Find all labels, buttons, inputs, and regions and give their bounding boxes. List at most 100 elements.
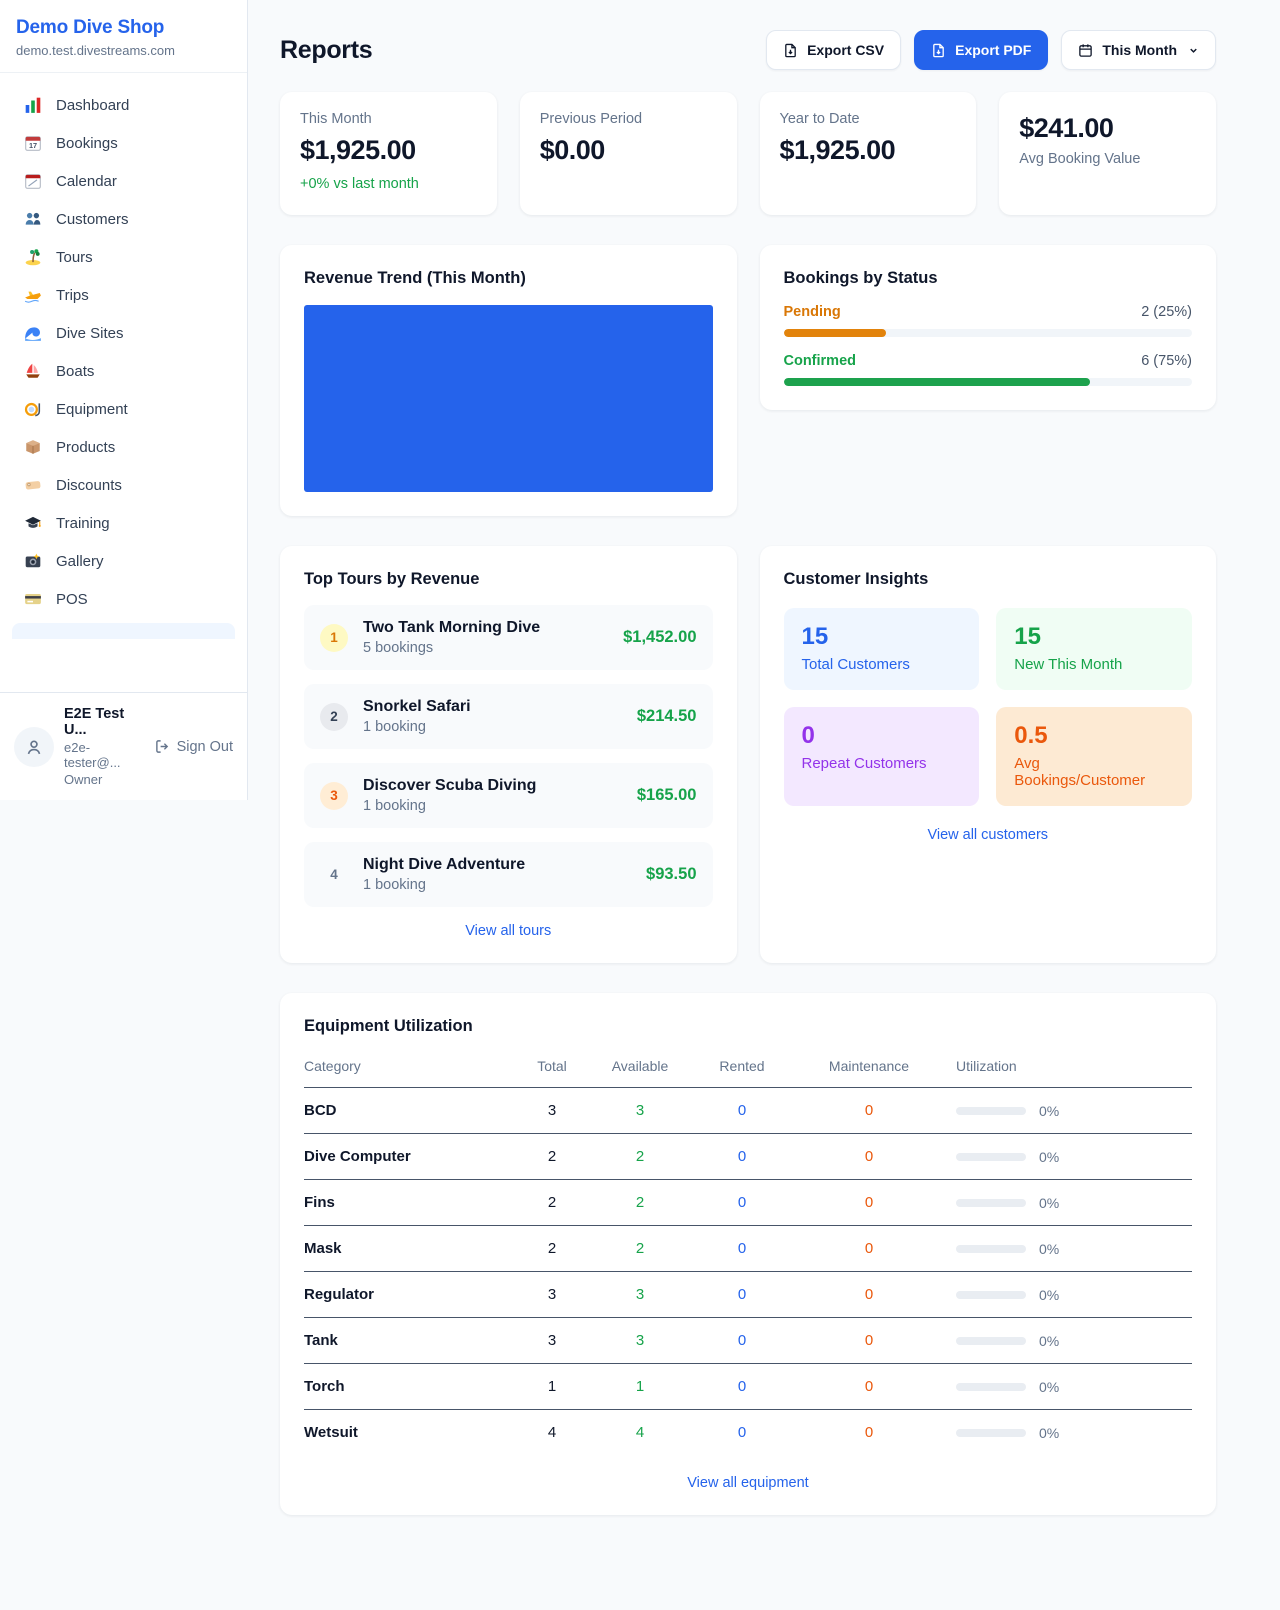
sidebar-item-label: Products — [56, 438, 116, 456]
rank-badge: 3 — [320, 781, 348, 810]
tour-row: 1 Two Tank Morning Dive 5 bookings $1,45… — [304, 605, 713, 670]
utilization-bar — [956, 1290, 1026, 1299]
col-maintenance: Maintenance — [828, 1058, 910, 1074]
status-label: Confirmed — [783, 353, 857, 369]
sidebar-item-label: Discounts — [56, 476, 122, 494]
sailboat-icon — [24, 362, 42, 380]
progress-track — [783, 329, 1192, 337]
insight-label: Total Customers — [801, 656, 910, 673]
utilization-bar — [956, 1152, 1026, 1161]
insight-total-customers: 15 Total Customers — [783, 608, 980, 690]
equipment-table: Category Total Available Rented Maintena… — [304, 1050, 1192, 1455]
avatar — [14, 726, 54, 767]
sidebar-item-boats[interactable]: Boats — [12, 352, 235, 390]
sidebar-item-label: Bookings — [56, 134, 118, 152]
status-count: 6 (75%) — [1141, 353, 1192, 369]
insight-repeat-customers: 0 Repeat Customers — [783, 707, 980, 806]
user-role: Owner — [64, 772, 103, 787]
panel-title: Bookings by Status — [783, 269, 938, 287]
tour-bookings: 1 booking — [363, 719, 426, 735]
sidebar-item-training[interactable]: Training — [12, 504, 235, 542]
export-csv-button[interactable]: Export CSV — [766, 30, 902, 70]
tour-name: Two Tank Morning Dive — [363, 619, 541, 636]
sidebar-item-reports-active-partial[interactable] — [12, 623, 235, 639]
stat-value: $241.00 — [1019, 113, 1114, 143]
utilization-bar — [956, 1198, 1026, 1207]
sidebar-item-trips[interactable]: Trips — [12, 276, 235, 314]
table-row: BCD 3 3 0 0 0% — [304, 1088, 1192, 1134]
user-info: E2E Test U... e2e-tester@... Owner — [64, 706, 145, 787]
tour-name: Discover Scuba Diving — [363, 777, 537, 794]
stat-card-avg-booking-value: $241.00 Avg Booking Value — [999, 92, 1216, 215]
tour-bookings: 1 booking — [363, 877, 426, 893]
tour-name: Snorkel Safari — [363, 698, 471, 715]
tour-revenue: $1,452.00 — [623, 628, 697, 646]
table-row: Dive Computer 2 2 0 0 0% — [304, 1134, 1192, 1180]
export-pdf-button[interactable]: Export PDF — [914, 30, 1049, 70]
stat-label: Year to Date — [779, 111, 860, 127]
sidebar-item-products[interactable]: Products — [12, 428, 235, 466]
credit-card-icon — [24, 590, 42, 608]
shop-name-link[interactable]: Demo Dive Shop — [16, 17, 165, 38]
sidebar-item-label: Dashboard — [56, 96, 130, 114]
sidebar-item-discounts[interactable]: Discounts — [12, 466, 235, 504]
table-row: Mask 2 2 0 0 0% — [304, 1226, 1192, 1272]
calendar-date-icon: 17 — [24, 134, 42, 152]
insight-value: 0.5 — [1014, 722, 1048, 749]
page-header: Reports Export CSV Export PDF This Month — [280, 30, 1216, 70]
rank-badge: 4 — [330, 867, 338, 882]
speedboat-icon — [24, 286, 42, 304]
panel-title: Revenue Trend (This Month) — [304, 269, 526, 287]
stat-card-year-to-date: Year to Date $1,925.00 — [759, 92, 977, 215]
user-name: E2E Test U... — [64, 706, 125, 738]
tour-row: 3 Discover Scuba Diving 1 booking $165.0… — [304, 763, 713, 828]
equipment-utilization-panel: Equipment Utilization Category Total Ava… — [280, 993, 1216, 1515]
file-download-icon — [933, 43, 944, 57]
sidebar-item-bookings[interactable]: 17 Bookings — [12, 124, 235, 162]
user-panel: E2E Test U... e2e-tester@... Owner Sign … — [0, 692, 247, 800]
sidebar-item-customers[interactable]: Customers — [12, 200, 235, 238]
wave-icon — [24, 324, 42, 342]
sidebar-item-gallery[interactable]: Gallery — [12, 542, 235, 580]
bookings-by-status-panel: Bookings by Status Pending 2 (25%) Confi… — [759, 245, 1216, 410]
tear-off-calendar-icon — [24, 172, 42, 190]
stat-card-previous-period: Previous Period $0.00 — [519, 92, 737, 215]
sidebar-item-dive-sites[interactable]: Dive Sites — [12, 314, 235, 352]
period-dropdown[interactable]: This Month — [1061, 30, 1216, 70]
sidebar-item-label: Dive Sites — [56, 324, 124, 342]
panel-title: Top Tours by Revenue — [304, 570, 480, 588]
stat-label: Previous Period — [539, 111, 643, 127]
stat-value: $1,925.00 — [300, 135, 416, 165]
tour-row: 2 Snorkel Safari 1 booking $214.50 — [304, 684, 713, 749]
page-title: Reports — [280, 35, 373, 64]
rank-badge: 1 — [320, 623, 348, 652]
insight-value: 15 — [1014, 623, 1041, 650]
customer-insights-panel: Customer Insights 15 Total Customers 15 … — [759, 546, 1216, 963]
sidebar-item-tours[interactable]: Tours — [12, 238, 235, 276]
table-row: Fins 2 2 0 0 0% — [304, 1180, 1192, 1226]
sidebar-item-dashboard[interactable]: Dashboard — [12, 86, 235, 124]
sign-out-icon — [155, 740, 168, 753]
main-content: Reports Export CSV Export PDF This Month… — [248, 0, 1280, 1575]
sidebar-item-equipment[interactable]: Equipment — [12, 390, 235, 428]
graduation-cap-icon — [24, 514, 42, 532]
sign-out-button[interactable]: Sign Out — [155, 739, 233, 755]
svg-text:17: 17 — [29, 141, 37, 150]
sidebar-item-label: Boats — [56, 362, 95, 380]
stat-label: Avg Booking Value — [1019, 151, 1141, 167]
status-row-pending: Pending 2 (25%) — [783, 304, 1192, 337]
sidebar-item-pos[interactable]: POS — [12, 580, 235, 618]
person-icon — [27, 739, 41, 754]
header-actions: Export CSV Export PDF This Month — [766, 30, 1216, 70]
sidebar-item-calendar[interactable]: Calendar — [12, 162, 235, 200]
table-row: Wetsuit 4 4 0 0 0% — [304, 1424, 1060, 1441]
view-all-tours-link[interactable]: View all tours — [465, 923, 552, 939]
utilization-bar — [956, 1106, 1026, 1115]
charts-row: Revenue Trend (This Month) Bookings by S… — [280, 245, 1216, 516]
sidebar-item-label: Calendar — [56, 172, 117, 190]
sidebar-item-label: Gallery — [56, 552, 104, 570]
insight-value: 0 — [801, 722, 815, 749]
view-all-equipment-link[interactable]: View all equipment — [687, 1475, 809, 1491]
view-all-customers-link[interactable]: View all customers — [927, 827, 1049, 843]
shop-domain: demo.test.divestreams.com — [16, 43, 175, 58]
